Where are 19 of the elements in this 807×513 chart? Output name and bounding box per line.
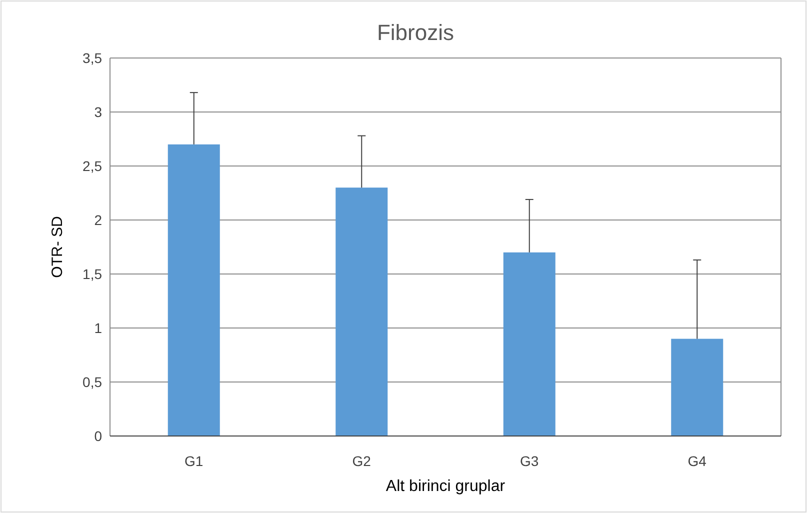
bar <box>168 144 220 436</box>
y-axis-title: OTR- SD <box>49 216 66 278</box>
x-tick-label: G1 <box>184 453 204 469</box>
y-tick-label: 1 <box>94 320 102 336</box>
bar <box>671 338 724 436</box>
y-tick-label: 3 <box>94 104 102 120</box>
bar <box>336 188 388 436</box>
y-tick-label: 2 <box>94 212 102 228</box>
y-tick-label: 0 <box>94 428 102 444</box>
x-tick-label: G3 <box>520 453 539 469</box>
y-tick-label: 1,5 <box>82 266 102 282</box>
x-tick-label: G2 <box>352 453 372 469</box>
y-tick-label: 3,5 <box>82 50 102 66</box>
y-tick-label: 0,5 <box>82 374 102 390</box>
x-tick-label: G4 <box>688 453 707 469</box>
y-tick-label: 2,5 <box>82 158 102 174</box>
x-axis-title: Alt birinci gruplar <box>386 478 506 495</box>
bar <box>503 252 556 436</box>
chart-title: Fibrozis <box>376 20 454 45</box>
